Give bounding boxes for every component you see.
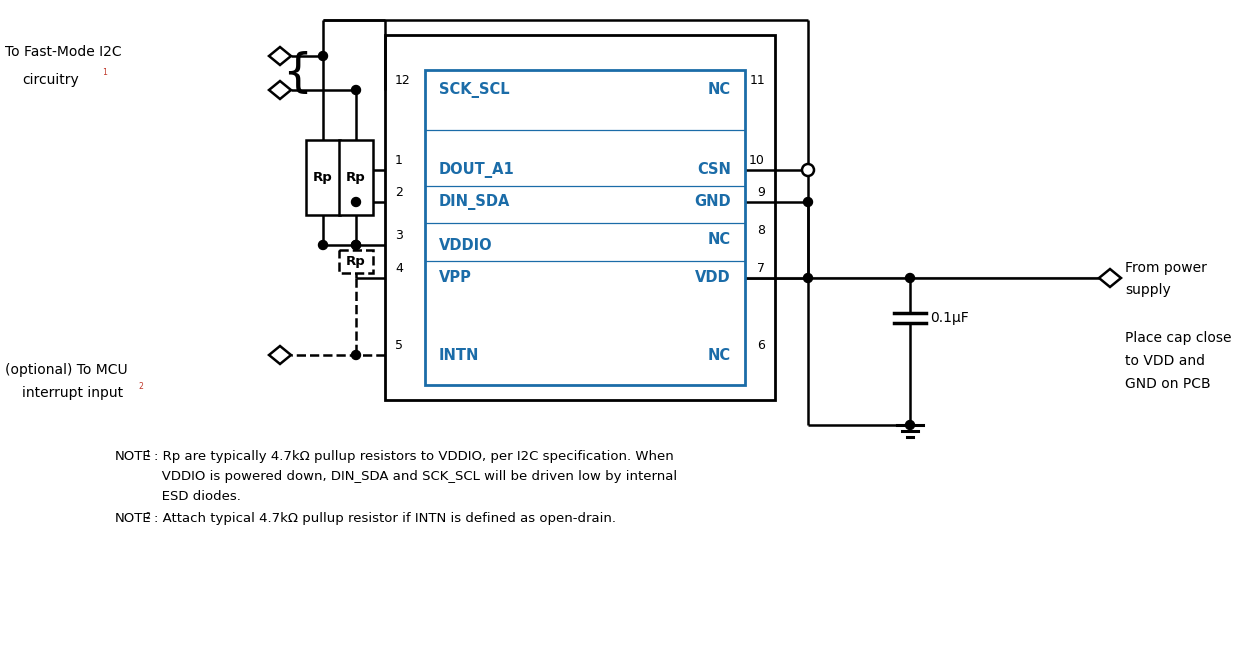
Text: Rp: Rp (346, 255, 365, 268)
Text: GND: GND (695, 195, 731, 209)
Text: 4: 4 (395, 262, 403, 275)
Bar (306, 140, 341, 215)
Bar (339, 140, 373, 215)
Text: 11: 11 (750, 74, 764, 87)
Text: To Fast-Mode I2C: To Fast-Mode I2C (5, 45, 122, 59)
Text: NC: NC (707, 347, 731, 363)
Circle shape (803, 197, 813, 207)
Text: $^2$: $^2$ (138, 382, 144, 392)
Text: GND on PCB: GND on PCB (1125, 377, 1211, 391)
Text: 5: 5 (395, 339, 403, 352)
Bar (385, 35, 774, 400)
Text: $^2$: $^2$ (145, 512, 152, 522)
Circle shape (803, 274, 813, 282)
Text: Rp: Rp (346, 171, 365, 184)
Circle shape (318, 51, 327, 61)
Text: 6: 6 (757, 339, 764, 352)
Text: INTN: INTN (439, 347, 480, 363)
Text: (optional) To MCU: (optional) To MCU (5, 363, 128, 377)
Bar (425, 70, 745, 385)
Circle shape (802, 164, 814, 176)
Text: DIN_SDA: DIN_SDA (439, 194, 511, 210)
Polygon shape (268, 81, 291, 99)
Text: 7: 7 (757, 262, 764, 275)
Polygon shape (268, 346, 291, 364)
Text: VDDIO is powered down, DIN_SDA and SCK_SCL will be driven low by internal: VDDIO is powered down, DIN_SDA and SCK_S… (116, 470, 677, 483)
Text: 0.1μF: 0.1μF (930, 311, 968, 325)
Circle shape (905, 420, 915, 430)
Text: 12: 12 (395, 74, 410, 87)
Text: Rp: Rp (313, 171, 333, 184)
Text: VDDIO: VDDIO (439, 238, 492, 253)
Text: ESD diodes.: ESD diodes. (116, 490, 241, 503)
Text: CSN: CSN (697, 163, 731, 178)
Text: VPP: VPP (439, 270, 472, 286)
Text: supply: supply (1125, 283, 1171, 297)
Polygon shape (268, 47, 291, 65)
Text: 8: 8 (757, 224, 764, 237)
Circle shape (905, 274, 915, 282)
Bar (339, 250, 373, 273)
Text: 9: 9 (757, 186, 764, 199)
Text: : Attach typical 4.7kΩ pullup resistor if INTN is defined as open-drain.: : Attach typical 4.7kΩ pullup resistor i… (154, 512, 617, 525)
Text: to VDD and: to VDD and (1125, 354, 1204, 368)
Circle shape (352, 351, 360, 359)
Text: 3: 3 (395, 229, 403, 242)
Circle shape (352, 241, 360, 249)
Text: $^1$: $^1$ (145, 450, 152, 460)
Text: NC: NC (707, 82, 731, 97)
Circle shape (352, 197, 360, 207)
Text: $^1$: $^1$ (102, 68, 108, 78)
Text: DOUT_A1: DOUT_A1 (439, 162, 515, 178)
Circle shape (352, 86, 360, 95)
Polygon shape (1099, 269, 1121, 287)
Text: 1: 1 (395, 154, 403, 167)
Text: 2: 2 (395, 186, 403, 199)
Circle shape (352, 241, 360, 249)
Text: NC: NC (707, 232, 731, 247)
Text: NOTE: NOTE (116, 450, 152, 463)
Text: VDD: VDD (695, 270, 731, 286)
Text: {: { (282, 51, 312, 95)
Text: circuitry: circuitry (22, 73, 78, 87)
Text: Place cap close: Place cap close (1125, 331, 1232, 345)
Text: interrupt input: interrupt input (22, 386, 123, 400)
Text: : Rp are typically 4.7kΩ pullup resistors to VDDIO, per I2C specification. When: : Rp are typically 4.7kΩ pullup resistor… (154, 450, 674, 463)
Text: SCK_SCL: SCK_SCL (439, 82, 510, 98)
Text: 10: 10 (750, 154, 764, 167)
Text: NOTE: NOTE (116, 512, 152, 525)
Text: From power: From power (1125, 261, 1207, 275)
Circle shape (318, 241, 327, 249)
